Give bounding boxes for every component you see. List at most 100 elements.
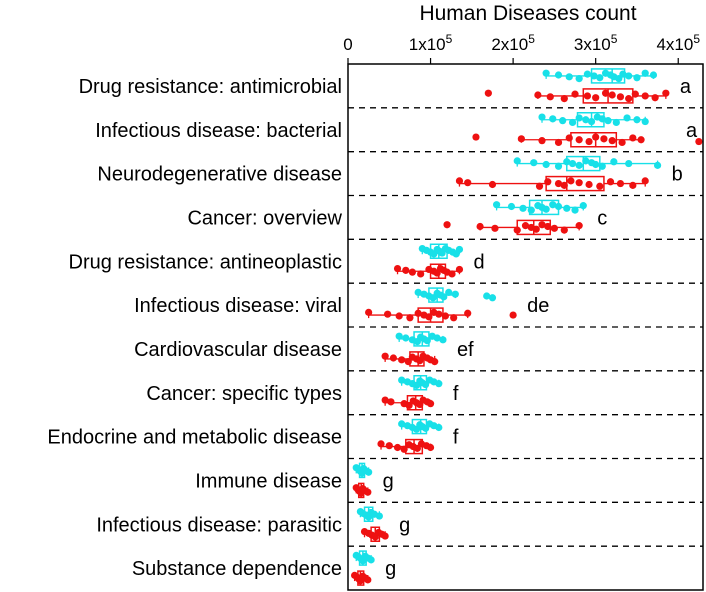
data-point [491,224,499,232]
data-point [653,161,662,169]
data-point [400,445,408,453]
plot-frame [347,63,704,591]
data-point [571,90,579,98]
data-point [365,468,373,476]
box-red [360,526,389,542]
data-point [484,89,492,97]
data-point [582,116,590,124]
data-point [535,182,544,190]
significance-letter: a [686,120,698,142]
data-point [641,69,649,77]
significance-letter: b [672,164,683,186]
data-point [546,93,554,101]
x-tick-base: 2x10 [491,35,528,54]
data-point [592,94,600,102]
data-point [472,133,480,141]
data-point [542,160,550,169]
data-point [616,93,625,101]
data-point [387,398,395,406]
x-axis: 0 1x105 2x105 3x105 4x105 [343,32,700,64]
data-point [554,202,563,211]
significance-letter: de [527,295,549,317]
data-point [575,161,583,169]
data-point [629,181,637,189]
data-point [493,201,501,209]
data-point [393,264,402,273]
data-point [625,159,633,168]
category-label: Drug resistance: antimicrobial [79,76,342,98]
significance-letter: g [383,470,394,492]
x-tick-base: 0 [343,35,352,54]
data-point [590,72,598,80]
category-label: Drug resistance: antineoplastic [69,251,342,273]
x-tick-exponent: 5 [693,32,700,46]
data-point [608,137,616,145]
significance-letter: a [680,76,692,98]
box-red [381,351,439,367]
data-point [367,556,375,564]
data-point [618,138,626,147]
data-point [619,70,627,78]
category-label: Cardiovascular disease [134,339,342,361]
data-point [604,117,612,125]
data-point [425,313,433,321]
data-point [592,133,600,141]
significance-letter: d [473,251,484,273]
data-point [587,117,596,126]
data-point [641,177,649,185]
data-point [583,70,592,78]
x-tick-exponent: 5 [446,32,453,46]
significance-letter: c [597,207,607,229]
data-point [513,226,521,234]
data-point [631,90,639,98]
data-point [423,337,431,345]
data-point [633,74,641,82]
box-red [443,219,583,236]
data-point [544,222,552,231]
data-point [565,73,573,81]
category-label: Neurodegenerative disease [97,164,342,186]
data-point [575,222,583,230]
data-point [538,137,546,145]
x-tick-label: 3x105 [574,32,618,54]
box-cyan [352,550,375,566]
data-point [575,136,583,144]
data-point [579,202,587,210]
category-label: Infectious disease: viral [134,295,342,317]
data-point [455,177,464,185]
box-cyan [414,287,497,303]
data-point [426,443,435,452]
data-point [637,136,645,144]
data-point [649,71,658,79]
data-point [554,179,563,188]
x-tick-exponent: 5 [611,32,618,46]
data-point [629,134,637,142]
box-cyan [513,155,662,172]
significance-letter: ef [457,339,474,361]
box-red [484,88,670,104]
category-label: Infectious disease: parasitic [96,514,342,536]
data-point [402,334,410,342]
box-groups [351,68,703,586]
data-point [542,69,550,77]
category-label: Immune disease [195,470,342,492]
data-point [592,160,600,169]
box-red [381,395,435,411]
data-point [395,312,403,320]
data-point [395,332,403,340]
data-point [575,114,583,122]
data-point [560,226,568,234]
data-point [608,91,616,99]
data-point [596,182,604,190]
data-point [606,178,615,186]
data-point [364,488,372,496]
box-cyan [395,331,447,347]
data-point [450,314,458,322]
data-point [554,71,563,79]
data-point [433,334,441,342]
data-point [414,288,422,296]
data-point [575,179,583,187]
category-label: Cancer: specific types [146,383,342,405]
data-point [381,396,389,404]
data-point [554,162,563,170]
